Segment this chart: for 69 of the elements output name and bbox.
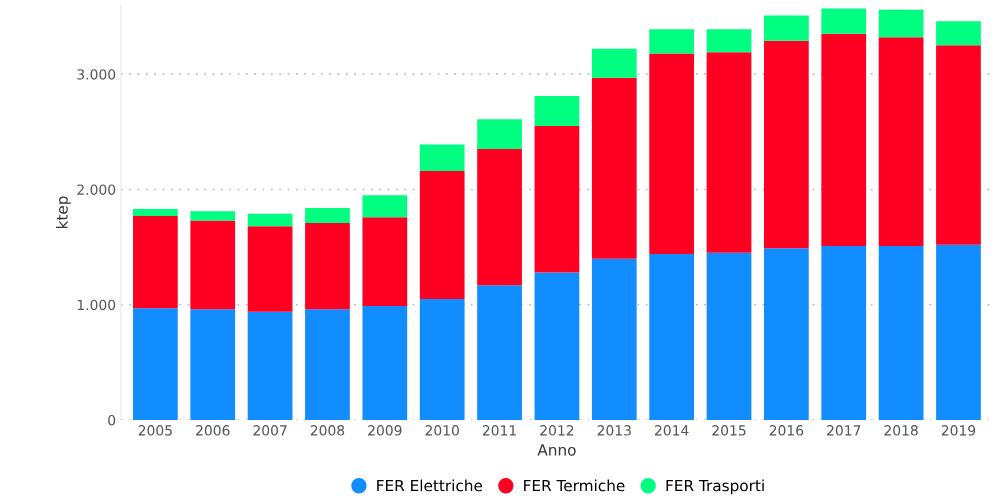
bar bbox=[878, 37, 924, 246]
bar bbox=[936, 45, 981, 245]
bar bbox=[534, 126, 580, 273]
bar bbox=[821, 33, 867, 246]
bar bbox=[247, 213, 293, 227]
x-axis-title: Anno bbox=[537, 444, 576, 456]
x-tick-label: 2014 bbox=[654, 425, 689, 436]
bar bbox=[936, 21, 981, 46]
x-tick-label: 2006 bbox=[196, 425, 230, 436]
bar bbox=[305, 309, 350, 420]
x-tick-label: 2008 bbox=[310, 425, 345, 436]
bar bbox=[362, 217, 408, 306]
bar bbox=[362, 195, 408, 218]
y-tick-label: 3.000 bbox=[77, 69, 116, 80]
bar bbox=[534, 272, 580, 420]
bar bbox=[190, 309, 236, 420]
x-tick-label: 2018 bbox=[884, 425, 918, 436]
legend-label: FER Termiche bbox=[524, 479, 625, 492]
x-tick-label: 2012 bbox=[540, 425, 574, 436]
bar bbox=[936, 244, 981, 420]
bar bbox=[821, 8, 867, 34]
bar bbox=[247, 226, 293, 312]
x-tick-label: 2016 bbox=[769, 425, 804, 436]
bar bbox=[419, 298, 465, 420]
bar bbox=[133, 215, 178, 309]
bar bbox=[706, 252, 752, 420]
x-tick-label: 2010 bbox=[425, 425, 459, 436]
bar bbox=[649, 53, 695, 255]
bar bbox=[477, 119, 522, 150]
bar bbox=[649, 29, 695, 54]
bar bbox=[591, 77, 637, 259]
x-tick-label: 2017 bbox=[827, 425, 861, 436]
bar bbox=[419, 171, 465, 299]
bar bbox=[649, 254, 695, 420]
x-tick-label: 2015 bbox=[712, 425, 746, 436]
bar bbox=[305, 222, 350, 310]
bar bbox=[821, 245, 867, 420]
bar bbox=[419, 144, 465, 172]
y-tick-label: 1.000 bbox=[77, 299, 116, 311]
bar bbox=[190, 211, 236, 221]
bar bbox=[878, 245, 924, 420]
bar bbox=[764, 248, 809, 420]
bar bbox=[133, 308, 178, 420]
bar bbox=[362, 305, 408, 420]
y-axis-title: ktep bbox=[56, 196, 71, 229]
x-tick-label: 2007 bbox=[253, 425, 287, 436]
bar bbox=[305, 207, 350, 223]
legend-label: FER Elettriche bbox=[377, 479, 483, 492]
y-tick-label: 2.000 bbox=[77, 184, 116, 195]
y-tick-label: 0 bbox=[108, 414, 116, 426]
x-tick-label: 2011 bbox=[482, 425, 516, 436]
bar bbox=[878, 9, 924, 38]
x-tick-label: 2009 bbox=[368, 425, 402, 436]
bar bbox=[764, 40, 809, 249]
bar bbox=[190, 220, 236, 310]
bar bbox=[591, 48, 637, 78]
bar bbox=[591, 258, 637, 420]
x-tick-label: 2019 bbox=[941, 425, 976, 436]
bar bbox=[133, 209, 178, 216]
bar bbox=[534, 96, 580, 127]
x-tick-label: 2005 bbox=[138, 425, 172, 436]
bar bbox=[706, 29, 752, 53]
bar bbox=[477, 149, 522, 286]
bar bbox=[477, 285, 522, 420]
x-tick-label: 2013 bbox=[597, 425, 631, 436]
bar bbox=[706, 52, 752, 253]
bar bbox=[764, 15, 809, 41]
bar bbox=[247, 311, 293, 420]
legend-label: FER Trasporti bbox=[666, 479, 764, 495]
